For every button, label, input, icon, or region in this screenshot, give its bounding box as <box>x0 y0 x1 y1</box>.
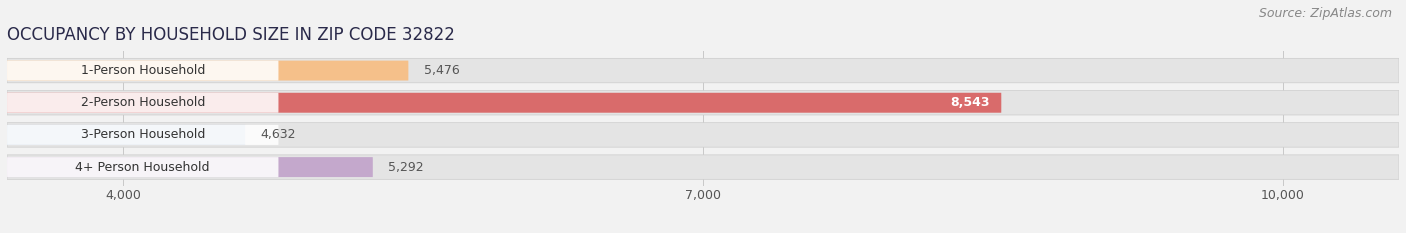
Text: Source: ZipAtlas.com: Source: ZipAtlas.com <box>1258 7 1392 20</box>
FancyBboxPatch shape <box>7 157 278 177</box>
FancyBboxPatch shape <box>7 61 408 81</box>
FancyBboxPatch shape <box>7 61 278 81</box>
Text: OCCUPANCY BY HOUSEHOLD SIZE IN ZIP CODE 32822: OCCUPANCY BY HOUSEHOLD SIZE IN ZIP CODE … <box>7 26 456 44</box>
Text: 4+ Person Household: 4+ Person Household <box>76 161 209 174</box>
FancyBboxPatch shape <box>7 155 1399 179</box>
FancyBboxPatch shape <box>7 125 245 145</box>
Text: 3-Person Household: 3-Person Household <box>80 128 205 141</box>
FancyBboxPatch shape <box>7 90 1399 115</box>
FancyBboxPatch shape <box>7 58 1399 83</box>
Text: 4,632: 4,632 <box>260 128 297 141</box>
FancyBboxPatch shape <box>7 125 278 145</box>
FancyBboxPatch shape <box>7 93 1001 113</box>
FancyBboxPatch shape <box>7 123 1399 147</box>
FancyBboxPatch shape <box>7 157 373 177</box>
Text: 1-Person Household: 1-Person Household <box>80 64 205 77</box>
Text: 2-Person Household: 2-Person Household <box>80 96 205 109</box>
FancyBboxPatch shape <box>7 93 278 113</box>
Text: 5,292: 5,292 <box>388 161 423 174</box>
Text: 8,543: 8,543 <box>950 96 990 109</box>
Text: 5,476: 5,476 <box>423 64 460 77</box>
